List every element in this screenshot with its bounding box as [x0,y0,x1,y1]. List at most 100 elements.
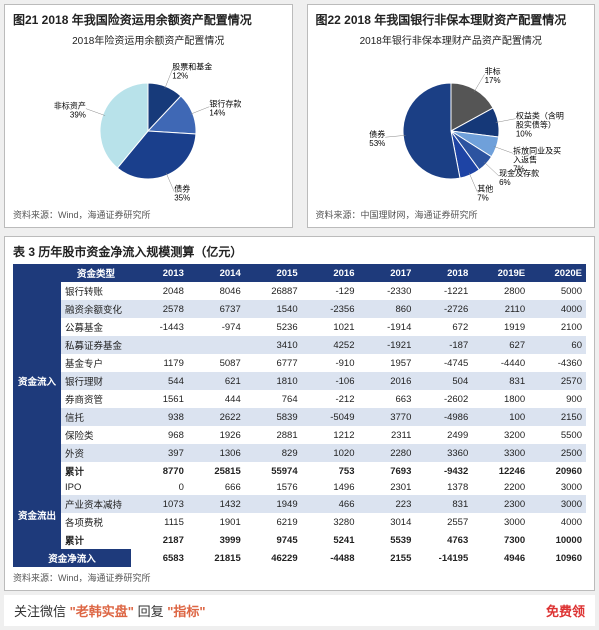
promo-banner[interactable]: 关注微信 "老韩实盘" 回复 "指标" 免费领 [4,595,595,626]
data-cell: 5000 [529,282,586,300]
data-cell: 1561 [131,390,188,408]
banner-keyword: "指标" [167,604,205,619]
data-cell: -4745 [415,354,472,372]
data-cell: 2311 [359,426,416,444]
data-cell: 1919 [472,318,529,336]
data-cell: 8770 [131,462,188,480]
data-cell: 2048 [131,282,188,300]
data-cell: 3200 [472,426,529,444]
row-label: 信托 [61,408,131,426]
net-cell: 46229 [245,549,302,567]
data-cell: 1576 [245,480,302,495]
data-cell: 627 [472,336,529,354]
data-cell: 2150 [529,408,586,426]
data-cell: 2578 [131,300,188,318]
data-cell: 2187 [131,531,188,549]
row-label: 公募基金 [61,318,131,336]
data-cell: 968 [131,426,188,444]
col-header: 2019E [472,264,529,282]
data-cell: 1949 [245,495,302,513]
data-cell: 2881 [245,426,302,444]
data-cell: 4000 [529,300,586,318]
col-header: 2018 [415,264,472,282]
col-header: 2016 [302,264,359,282]
row-label: 外资 [61,444,131,462]
net-cell: -14195 [415,549,472,567]
data-cell: 2557 [415,513,472,531]
data-cell: 2200 [472,480,529,495]
data-cell: 621 [188,372,245,390]
data-cell: 7693 [359,462,416,480]
category-cell: 资金流出 [13,480,61,549]
data-cell: 6777 [245,354,302,372]
data-cell: 544 [131,372,188,390]
slice-label: 其他7% [477,184,493,201]
net-cell: 4946 [472,549,529,567]
net-cell: 2155 [359,549,416,567]
left-source: 资料来源：Wind，海通证券研究所 [13,208,284,221]
data-cell: -5049 [302,408,359,426]
data-cell: 20960 [529,462,586,480]
slice-label: 债券53% [369,129,385,148]
inflow-table: 资金类型2013201420152016201720182019E2020E 资… [13,264,586,567]
data-cell: -2356 [302,300,359,318]
data-cell: 3410 [245,336,302,354]
data-cell: 753 [302,462,359,480]
data-cell: 666 [188,480,245,495]
data-cell: 3280 [302,513,359,531]
data-cell: 504 [415,372,472,390]
data-cell: 3014 [359,513,416,531]
data-cell: -1921 [359,336,416,354]
col-blank [13,264,61,282]
col-header: 2014 [188,264,245,282]
col-header: 2020E [529,264,586,282]
data-cell: 2110 [472,300,529,318]
slice-label: 银行存款14% [209,99,241,118]
data-cell: 2301 [359,480,416,495]
data-cell: 1432 [188,495,245,513]
data-cell: -4440 [472,354,529,372]
slice-label: 现金及存款6% [499,168,539,187]
right-panel-title: 图22 2018 年我国银行非保本理财资产配置情况 [316,11,587,28]
row-label: 累计 [61,531,131,549]
data-cell: 829 [245,444,302,462]
row-label: 基金专户 [61,354,131,372]
data-cell: 12246 [472,462,529,480]
col-header: 2017 [359,264,416,282]
banner-text-1: 关注微信 [14,604,66,619]
data-cell: 900 [529,390,586,408]
data-cell: 2100 [529,318,586,336]
data-cell: 4000 [529,513,586,531]
left-panel-title: 图21 2018 年我国险资运用余额资产配置情况 [13,11,284,28]
right-source: 资料来源：中国理财网，海通证券研究所 [316,208,587,221]
data-cell: -2726 [415,300,472,318]
data-cell: 4252 [302,336,359,354]
data-cell: 5839 [245,408,302,426]
data-cell: 55974 [245,462,302,480]
data-cell: -1221 [415,282,472,300]
data-cell: 25815 [188,462,245,480]
table-panel: 表 3 历年股市资金净流入规模测算（亿元） 资金类型20132014201520… [4,236,595,591]
col-header: 资金类型 [61,264,131,282]
slice-label: 非标17% [484,66,500,85]
data-cell: 2499 [415,426,472,444]
data-cell: -9432 [415,462,472,480]
col-header: 2013 [131,264,188,282]
data-cell: 8046 [188,282,245,300]
data-cell: 1021 [302,318,359,336]
data-cell: 2800 [472,282,529,300]
data-cell: -910 [302,354,359,372]
slice-label: 非标资产39% [54,101,86,120]
row-label: IPO [61,480,131,495]
category-cell: 资金流入 [13,282,61,480]
data-cell: 1800 [472,390,529,408]
right-chart-title: 2018年银行非保本理财产品资产配置情况 [316,32,587,47]
row-label: 券商资管 [61,390,131,408]
data-cell: -2602 [415,390,472,408]
data-cell: 1901 [188,513,245,531]
data-cell: 1115 [131,513,188,531]
slice-label: 股票和基金12% [172,62,212,81]
row-label: 累计 [61,462,131,480]
net-cell: 21815 [188,549,245,567]
data-cell: 6737 [188,300,245,318]
